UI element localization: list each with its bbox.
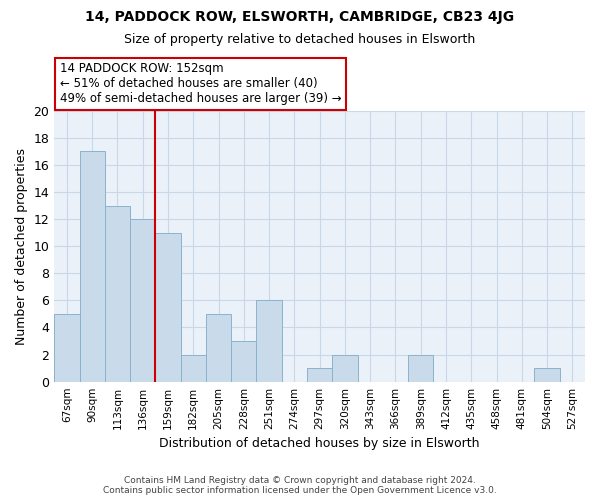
- X-axis label: Distribution of detached houses by size in Elsworth: Distribution of detached houses by size …: [160, 437, 480, 450]
- Bar: [80, 152, 105, 382]
- Bar: [130, 219, 155, 382]
- Bar: [105, 206, 130, 382]
- Bar: [206, 314, 231, 382]
- Y-axis label: Number of detached properties: Number of detached properties: [15, 148, 28, 344]
- Bar: [332, 354, 358, 382]
- Bar: [54, 314, 80, 382]
- Bar: [307, 368, 332, 382]
- Bar: [408, 354, 433, 382]
- Text: 14 PADDOCK ROW: 152sqm
← 51% of detached houses are smaller (40)
49% of semi-det: 14 PADDOCK ROW: 152sqm ← 51% of detached…: [59, 62, 341, 106]
- Bar: [181, 354, 206, 382]
- Text: Contains HM Land Registry data © Crown copyright and database right 2024.
Contai: Contains HM Land Registry data © Crown c…: [103, 476, 497, 495]
- Bar: [155, 232, 181, 382]
- Bar: [231, 341, 256, 382]
- Text: Size of property relative to detached houses in Elsworth: Size of property relative to detached ho…: [124, 32, 476, 46]
- Text: 14, PADDOCK ROW, ELSWORTH, CAMBRIDGE, CB23 4JG: 14, PADDOCK ROW, ELSWORTH, CAMBRIDGE, CB…: [85, 10, 515, 24]
- Bar: [256, 300, 282, 382]
- Bar: [535, 368, 560, 382]
